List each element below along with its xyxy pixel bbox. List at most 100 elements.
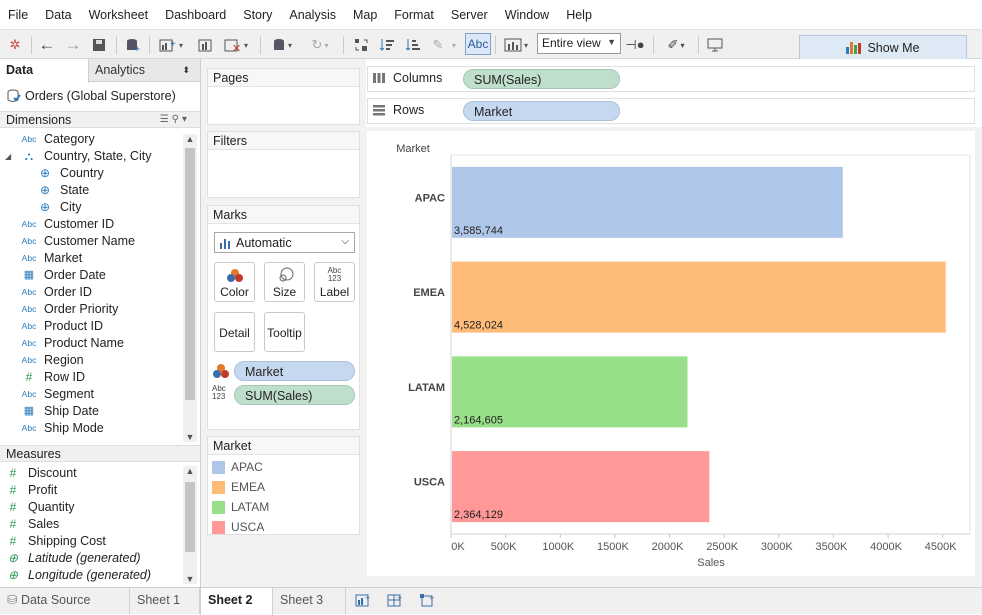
dimension-field[interactable]: Abc Product ID: [20, 318, 103, 335]
dimension-field[interactable]: ▦ Ship Date: [20, 403, 99, 420]
tableau-logo-icon[interactable]: ✲: [9, 37, 21, 52]
view-search-menu-icons[interactable]: ☰⚲▾: [159, 114, 190, 125]
dimension-field[interactable]: Abc Order Priority: [20, 301, 119, 318]
chart-view[interactable]: Market APAC 3,585,744 EMEA 4,528,024 LATAM 2,1…: [367, 131, 975, 576]
columns-shelf[interactable]: Columns SUM(Sales): [367, 66, 975, 92]
scroll-up-icon[interactable]: ▲: [185, 134, 195, 144]
detail-button[interactable]: Detail: [214, 312, 255, 352]
scroll-down-icon[interactable]: ▼: [185, 432, 195, 442]
tab-analytics[interactable]: Analytics ⬍: [89, 59, 200, 82]
pages-card[interactable]: Pages: [207, 68, 360, 125]
dimensions-scrollbar[interactable]: ▲ ▼: [183, 134, 197, 442]
menu-analysis[interactable]: Analysis: [289, 7, 336, 22]
filters-card[interactable]: Filters: [207, 131, 360, 198]
menu-data[interactable]: Data: [45, 7, 72, 22]
scroll-down-icon[interactable]: ▼: [185, 574, 195, 584]
highlight-dropdown-icon[interactable]: ▾: [451, 40, 456, 50]
measure-field[interactable]: ⊕ Longitude (generated): [4, 567, 151, 584]
new-story-tab-icon[interactable]: +: [419, 593, 435, 610]
refresh-icon[interactable]: ↻ ▾: [311, 37, 329, 52]
legend-item[interactable]: LATAM: [212, 499, 269, 515]
color-button[interactable]: Color: [214, 262, 255, 302]
highlight-icon[interactable]: ✎: [432, 37, 444, 52]
show-me-button[interactable]: Show Me: [799, 35, 967, 59]
dimension-field[interactable]: Abc Category: [20, 131, 95, 148]
dimension-field[interactable]: ⊕ State: [36, 182, 89, 199]
menu-help[interactable]: Help: [566, 7, 592, 22]
legend-item[interactable]: APAC: [212, 459, 263, 475]
rows-market-pill[interactable]: Market: [463, 101, 620, 121]
dimension-field[interactable]: Abc Order ID: [20, 284, 92, 301]
measure-field[interactable]: # Shipping Cost: [4, 533, 106, 550]
dimension-field[interactable]: ▦ Order Date: [20, 267, 106, 284]
dimension-field[interactable]: # Row ID: [20, 369, 85, 386]
legend-item[interactable]: EMEA: [212, 479, 265, 495]
label-button[interactable]: Abc 123 Label: [314, 262, 355, 302]
dimension-field[interactable]: ⊕ City: [36, 199, 82, 216]
dimension-field[interactable]: ◢ ⛬ Country, State, City: [5, 148, 151, 165]
presentation-mode-icon[interactable]: [705, 34, 725, 56]
columns-sales-pill[interactable]: SUM(Sales): [463, 69, 620, 89]
new-worksheet-tab-icon[interactable]: +: [355, 593, 371, 610]
measure-field[interactable]: # Discount: [4, 465, 77, 482]
show-mark-labels-button[interactable]: Abc: [465, 33, 491, 55]
tab-sheet-1[interactable]: Sheet 1: [130, 588, 200, 614]
undo-icon[interactable]: ←: [38, 35, 56, 54]
fit-view-select[interactable]: Entire view ▼: [537, 33, 621, 54]
menu-worksheet[interactable]: Worksheet: [88, 7, 149, 22]
dimension-field[interactable]: Abc Market: [20, 250, 83, 267]
dimension-field[interactable]: Abc Segment: [20, 386, 94, 403]
redo-icon[interactable]: →: [64, 35, 82, 54]
new-dashboard-tab-icon[interactable]: +: [387, 593, 403, 610]
measure-field[interactable]: # Quantity: [4, 499, 75, 516]
pin-icon[interactable]: ⊣●: [625, 37, 645, 52]
menu-dashboard[interactable]: Dashboard: [165, 7, 227, 22]
dimension-field[interactable]: ⊕ Country: [36, 165, 104, 182]
sort-descending-icon[interactable]: [403, 34, 423, 56]
labels-chart-icon[interactable]: ▾: [500, 34, 532, 56]
measure-field[interactable]: ⊕ Latitude (generated): [4, 550, 141, 567]
mark-type-select[interactable]: Automatic ⌵: [214, 232, 355, 253]
marks-market-pill[interactable]: Market: [234, 361, 355, 381]
legend-label: USCA: [231, 520, 265, 534]
measure-field[interactable]: # Profit: [4, 482, 58, 499]
annotate-icon[interactable]: ✐ ▾: [667, 37, 685, 52]
duplicate-sheet-icon[interactable]: [196, 34, 216, 56]
pane-menu-icon[interactable]: ⬍: [182, 65, 190, 75]
measures-scrollbar[interactable]: ▲ ▼: [183, 466, 197, 584]
clear-sheet-icon[interactable]: ✕ ▾: [220, 34, 252, 56]
swap-rows-columns-icon[interactable]: [351, 34, 371, 56]
legend-item[interactable]: USCA: [212, 519, 264, 535]
tab-data[interactable]: Data: [0, 59, 89, 83]
new-worksheet-icon[interactable]: + ▾: [155, 34, 187, 56]
marks-sales-pill[interactable]: SUM(Sales): [234, 385, 355, 405]
dimension-field[interactable]: Abc Ship Mode: [20, 420, 104, 437]
menu-server[interactable]: Server: [450, 7, 488, 22]
tab-data-source[interactable]: ⛁ Data Source: [0, 588, 130, 614]
data-source-item[interactable]: Orders (Global Superstore): [6, 88, 176, 104]
tab-sheet-2[interactable]: Sheet 2: [200, 588, 273, 615]
marks-card: Marks Automatic ⌵ Color Size Abc 123 Labe…: [207, 205, 360, 430]
menu-window[interactable]: Window: [504, 7, 550, 22]
data-extract-icon[interactable]: ▾: [266, 34, 298, 56]
new-data-source-icon[interactable]: +: [123, 34, 143, 56]
dimension-field[interactable]: Abc Region: [20, 352, 84, 369]
scroll-up-icon[interactable]: ▲: [185, 466, 195, 476]
save-icon[interactable]: [90, 34, 108, 56]
menu-file[interactable]: File: [8, 7, 29, 22]
tooltip-button[interactable]: Tooltip: [264, 312, 305, 352]
tab-sheet-3[interactable]: Sheet 3: [273, 588, 346, 614]
menu-format[interactable]: Format: [394, 7, 434, 22]
x-tick-label: 0K: [451, 541, 465, 553]
dimension-field[interactable]: Abc Product Name: [20, 335, 124, 352]
menu-map[interactable]: Map: [352, 7, 378, 22]
rows-shelf[interactable]: Rows Market: [367, 98, 975, 124]
dimension-field[interactable]: Abc Customer Name: [20, 233, 135, 250]
data-source-name: Orders (Global Superstore): [25, 89, 176, 103]
menu-story[interactable]: Story: [243, 7, 273, 22]
size-button[interactable]: Size: [264, 262, 305, 302]
collapse-triangle-icon[interactable]: ◢: [5, 152, 12, 161]
measure-field[interactable]: # Sales: [4, 516, 60, 533]
dimension-field[interactable]: Abc Customer ID: [20, 216, 114, 233]
sort-ascending-icon[interactable]: [377, 34, 397, 56]
